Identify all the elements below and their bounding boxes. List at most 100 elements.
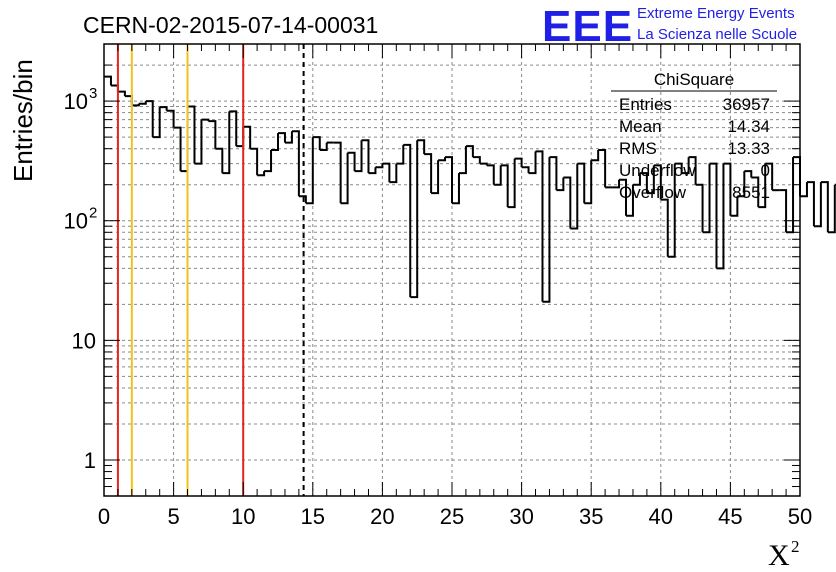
y-tick-label: 10 [64,89,88,114]
stats-label-mean: Mean [619,117,662,136]
histogram-bin [250,147,259,176]
histogram-bin [208,120,217,149]
stats-row: RMS 13.33 [619,139,770,158]
histogram-bin [104,75,112,86]
histogram-bin [660,198,669,257]
histogram-bin [215,147,224,174]
histogram-bin [598,149,607,188]
histogram-bin [271,133,279,152]
histogram-bin [646,165,655,195]
histogram-bin [417,139,426,155]
stats-label-entries: Entries [619,95,672,114]
histogram-bin [542,157,551,303]
histogram-bin [319,142,328,152]
histogram-bin [688,156,697,185]
eee-logo-line1: Extreme Energy Events [637,5,795,22]
histogram-bin [243,125,252,149]
y-tick-label: 10 [72,328,96,353]
x-tick-label: 45 [718,504,742,529]
stats-row: Mean 14.34 [619,117,770,136]
histogram-bin [201,118,210,122]
histogram-bin [751,176,760,208]
reference-lines [116,44,305,496]
stats-box: ChiSquare Entries 36957 Mean 14.34 RMS 1… [611,70,777,202]
x-tick-label: 40 [649,504,673,529]
x-tick-label: 0 [98,504,110,529]
stats-label-rms: RMS [619,139,657,158]
histogram-bin [438,157,447,162]
histogram-bin [619,178,627,216]
histogram-bin [535,150,544,302]
x-tick-label: 30 [509,504,533,529]
histogram-bin [737,171,746,198]
stats-value-entries: 36957 [723,95,770,114]
histogram-bin [396,144,405,165]
histogram-bin [180,106,189,173]
histogram-bin [514,157,523,168]
histogram-bin [236,126,245,148]
histogram-bin [813,182,822,228]
stats-value-overflow: 8551 [732,183,770,202]
histogram-bin [493,165,502,186]
histogram-bin [653,164,662,200]
histogram-bin [674,162,683,174]
x-tick-label: 35 [579,504,603,529]
histogram-bin [626,184,634,217]
histogram-bin [340,152,349,205]
histogram-bin [458,146,467,175]
histogram-bin [806,181,815,227]
histogram-bin [521,166,530,174]
histogram-bin [528,151,537,175]
histogram-bin [549,156,558,191]
histogram-bin [730,196,739,217]
histogram-bin [479,162,488,166]
histogram-bin [131,103,140,107]
chart-title: CERN-02-2015-07-14-00031 [83,12,378,38]
histogram-bin [159,106,168,111]
histogram-bin [445,156,453,204]
histogram-bin [361,139,370,174]
histogram-bin [570,163,579,230]
histogram-bin [820,181,829,233]
histogram-bin [709,162,718,269]
x-tick-label: 15 [301,504,325,529]
histogram-bin [793,156,801,197]
histogram-bin [257,171,266,177]
histogram-bin [556,177,565,192]
histogram-bin [312,136,321,151]
histogram-bin [173,126,182,172]
histogram-layer [104,75,836,303]
histogram-bin [264,150,273,173]
histogram-bin [375,163,384,169]
stats-value-underflow: 0 [761,161,770,180]
eee-logo: EEE Extreme Energy Events La Scienza nel… [542,2,797,51]
stats-box-title: ChiSquare [654,70,734,89]
y-tick-label: 1 [84,448,96,473]
histogram-bin [563,176,572,229]
stats-label-overflow: Overflow [619,183,687,202]
histogram-bin [779,189,788,233]
histogram-bin [291,130,300,197]
histogram-bin [410,140,419,299]
x-tick-label: 25 [440,504,464,529]
histogram-bin [152,107,161,139]
histogram-bin [194,119,203,165]
stats-row: Entries 36957 [619,95,770,114]
histogram-bin [465,145,474,158]
histogram-bin [591,150,600,162]
histogram-bin [298,195,307,204]
histogram-bin [827,184,836,234]
y-tick-label-exponent: 2 [89,205,97,222]
histogram-bin [800,182,808,198]
histogram-bin [695,183,704,233]
histogram-bin [229,110,238,147]
histogram-bin [117,90,126,97]
y-tick-label-exponent: 3 [89,85,97,102]
x-axis-label: X 2 [768,537,800,572]
x-tick-label: 10 [231,504,255,529]
x-tick-label: 20 [370,504,394,529]
histogram-bin [681,157,690,175]
histogram-bin [403,143,412,298]
histogram-bin [368,167,377,175]
